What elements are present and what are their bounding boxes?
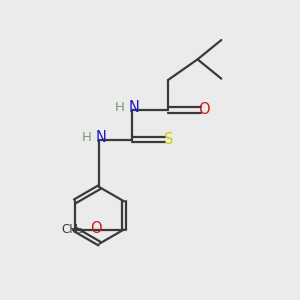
Text: O: O — [198, 102, 210, 117]
Text: S: S — [164, 132, 173, 147]
Text: CH₃: CH₃ — [61, 223, 83, 236]
Text: N: N — [128, 100, 139, 115]
Text: N: N — [95, 130, 106, 145]
Text: H: H — [115, 101, 124, 114]
Text: H: H — [82, 131, 92, 144]
Text: O: O — [90, 220, 101, 236]
